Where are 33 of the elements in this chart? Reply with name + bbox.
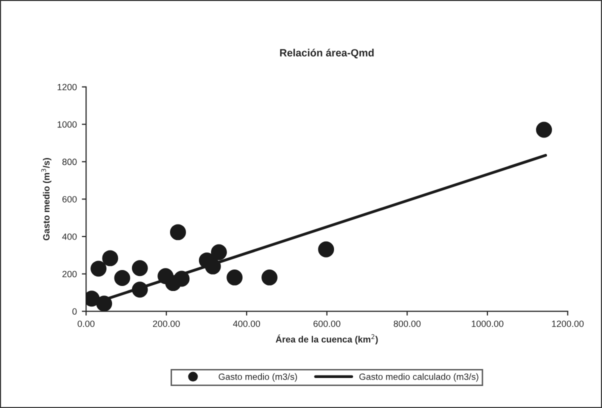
y-tick-label: 600: [62, 196, 77, 202]
y-axis-title: Gasto medio (m$^{3}$/s): [41, 158, 52, 240]
point: [536, 122, 552, 138]
x-tick-label: 1200.00: [552, 320, 584, 327]
chart-title: Relación área-Qmd: [280, 48, 374, 58]
point: [102, 250, 118, 266]
point: [170, 224, 186, 240]
x-tick-label: 0.00: [78, 320, 95, 327]
y-tick-label: 200: [62, 270, 77, 278]
point: [262, 269, 278, 286]
x-tick-label: 600.00: [314, 320, 340, 327]
point: [114, 270, 130, 286]
point: [226, 269, 243, 286]
point: [90, 260, 107, 277]
point: [204, 258, 221, 274]
legend-label: Gasto medio (m3/s): [218, 373, 297, 382]
x-tick-label: 800.00: [394, 320, 421, 327]
point: [318, 241, 334, 258]
y-tick-label: 400: [62, 233, 77, 240]
x-axis-title: Área de la cuenca (km$^{2}$): [276, 334, 378, 344]
point: [174, 270, 190, 287]
y-tick-label: 0: [72, 308, 77, 315]
point: [132, 260, 148, 276]
y-tick-label: 800: [62, 158, 77, 166]
y-tick-label: 1000: [58, 121, 77, 128]
x-tick-label: 200.00: [153, 320, 180, 327]
y-tick-label: 1200: [58, 84, 77, 90]
point: [96, 296, 112, 312]
x-tick-label: 400.00: [233, 320, 260, 327]
legend-label: Gasto medio calculado (m3/s): [359, 373, 478, 382]
point: [210, 244, 227, 260]
x-tick-label: 1000.00: [472, 320, 504, 327]
point: [132, 282, 148, 298]
